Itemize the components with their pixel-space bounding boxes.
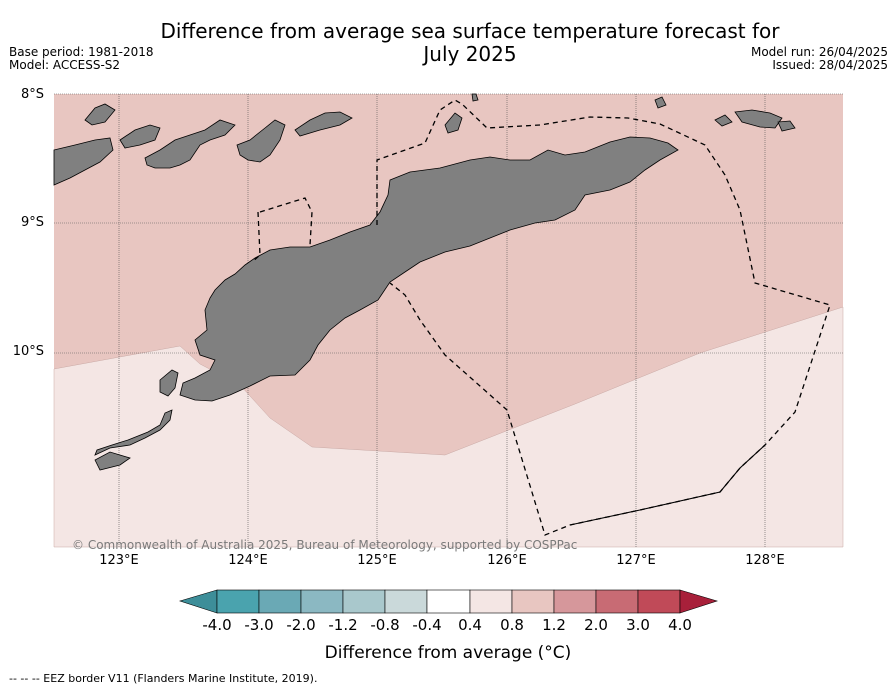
land-masses (53, 93, 796, 471)
land-atauro (444, 112, 463, 134)
land-flores (53, 137, 114, 186)
land-ndao (471, 93, 479, 102)
land-sawu (94, 409, 173, 471)
land-alor (236, 119, 286, 163)
meta-right: Model run: 26/04/2025 Issued: 28/04/2025 (751, 46, 888, 72)
eez-border-solid (569, 444, 766, 526)
land-pantar (84, 103, 116, 126)
colorbar-label: 0.4 (458, 616, 482, 634)
land-lakor (777, 120, 796, 132)
colorbar-label: -0.8 (370, 616, 400, 634)
colorbar-label: 0.8 (500, 616, 524, 634)
colorbar-min-arrow (178, 589, 218, 614)
lon-label-128e: 128°E (745, 553, 785, 568)
title-line-2: July 2025 (423, 42, 517, 66)
land-kisar (654, 96, 667, 109)
base-period: Base period: 1981-2018 (9, 45, 154, 59)
lon-label-124e: 124°E (228, 553, 268, 568)
colorbar-label: -4.0 (202, 616, 232, 634)
lon-label-126e: 126°E (487, 553, 527, 568)
issued-date: Issued: 28/04/2025 (772, 58, 888, 72)
colorbar-label: -1.2 (328, 616, 358, 634)
copyright-notice: © Commonwealth of Australia 2025, Bureau… (72, 538, 578, 552)
eez-border (251, 99, 831, 536)
lat-label-10s: 10°S (12, 344, 44, 359)
colorbar-label: -3.0 (244, 616, 274, 634)
land-rote (159, 369, 179, 397)
colorbar (178, 589, 719, 614)
colorbar-label: 4.0 (668, 616, 692, 634)
lat-label-9s: 9°S (20, 215, 44, 230)
colorbar-title: Difference from average (°C) (324, 643, 572, 663)
colorbar-labels: -4.0 -3.0 -2.0 -1.2 -0.8 -0.4 0.4 0.8 1.… (0, 616, 896, 634)
map-title: Difference from average sea surface temp… (110, 20, 830, 66)
colorbar-label: 1.2 (542, 616, 566, 634)
land-timor (179, 136, 679, 402)
lon-label-123e: 123°E (99, 553, 139, 568)
lon-label-127e: 127°E (616, 553, 656, 568)
land-leti (714, 114, 733, 127)
lon-label-125e: 125°E (357, 553, 397, 568)
model-run: Model run: 26/04/2025 (750, 45, 888, 59)
colorbar-label: 2.0 (584, 616, 608, 634)
title-line-1: Difference from average sea surface temp… (160, 19, 780, 43)
land-solor (119, 124, 161, 149)
eez-footer-note: -- -- -- EEZ border V11 (Flanders Marine… (9, 672, 318, 685)
colorbar-label: -0.4 (412, 616, 442, 634)
colorbar-max-arrow (679, 589, 719, 614)
lat-label-8s: 8°S (20, 87, 44, 102)
model-name: Model: ACCESS-S2 (9, 58, 121, 72)
meta-left: Base period: 1981-2018 Model: ACCESS-S2 (9, 46, 154, 72)
anomaly-region-light (53, 306, 844, 548)
land-lembata (144, 119, 236, 169)
colorbar-label: 3.0 (626, 616, 650, 634)
land-wetar (294, 111, 353, 137)
colorbar-label: -2.0 (286, 616, 316, 634)
